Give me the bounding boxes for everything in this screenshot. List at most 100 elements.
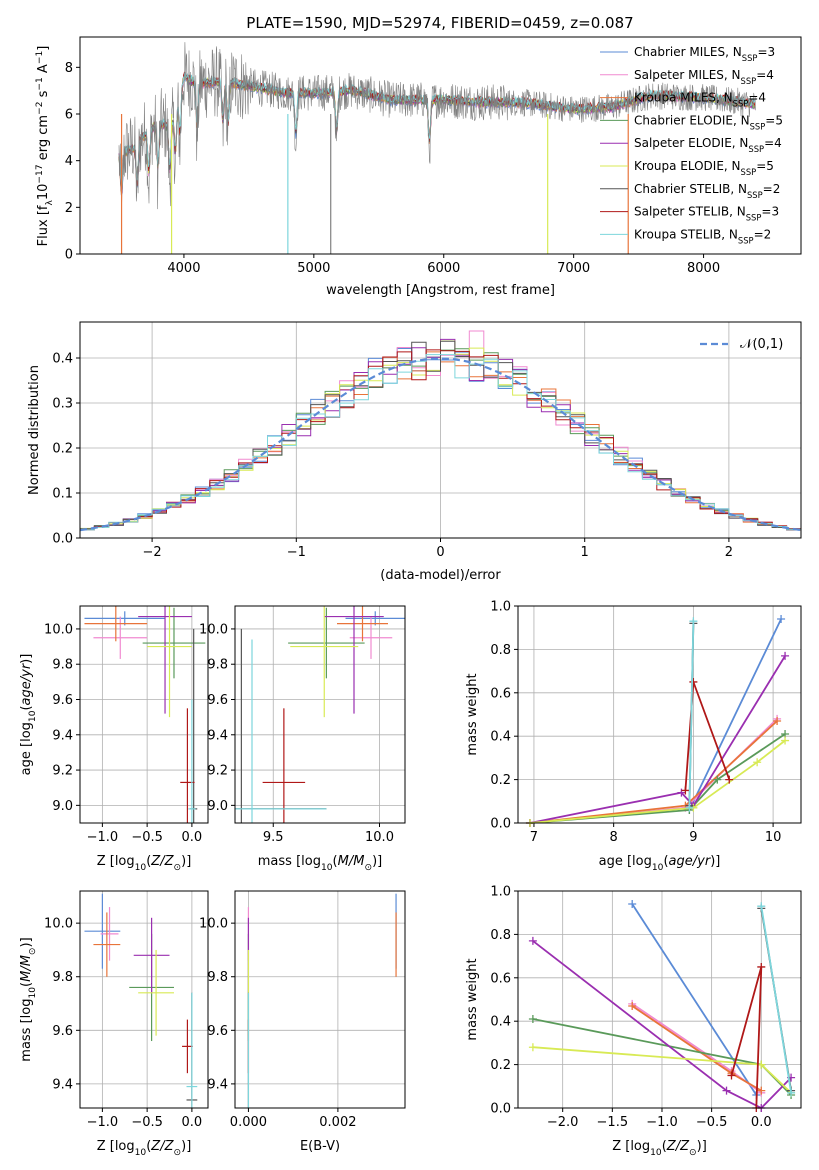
weight-marker-2-2 xyxy=(757,1086,766,1095)
y-tick-label: 9.6 xyxy=(207,1024,228,1039)
age-z-axes: −1.0 −0.5 0.0 9.0 9.2 9.4 9.6 9.8 10.0 Z [log10(Z… xyxy=(19,605,209,873)
legend-entry-6: Chabrier STELIB, NSSP=2 xyxy=(634,182,780,200)
spectrum-data-line xyxy=(118,42,756,210)
x-tick-label: 10 xyxy=(765,830,782,845)
y-tick-label: 9.8 xyxy=(207,970,228,985)
weight-age-axes-ylabel: mass weight xyxy=(465,673,480,755)
weight-line-7 xyxy=(730,966,763,1109)
legend-entry-7: Salpeter STELIB, NSSP=3 xyxy=(634,205,779,223)
mass-z-axes: −1.0 −0.5 0.0 9.4 9.6 9.8 10.0 Z [log10(Z/Z⊙)] m… xyxy=(19,890,209,1158)
axes-frame xyxy=(517,890,802,1109)
residual-ylabel: Normed distribution xyxy=(27,365,42,495)
residual-axes: −2 −1 0 1 2 0.0 0.1 0.2 0.3 0.4 (data-model)/error… xyxy=(27,321,802,583)
y-tick-label: 1.0 xyxy=(490,600,511,615)
y-tick-label: 2 xyxy=(65,201,73,216)
mass-z-axes-ylabel: mass [log10(M/M⊙)] xyxy=(19,937,38,1061)
axes-frame xyxy=(79,890,209,1109)
y-tick-label: 0.8 xyxy=(490,928,511,943)
spectrum-ylabel: Flux [fλ10−17 erg cm−2 s−1 A−1] xyxy=(35,46,55,247)
weight-marker-0-1 xyxy=(777,615,786,624)
x-tick-label: 0 xyxy=(436,545,444,560)
weight-marker-4-1 xyxy=(722,1086,731,1095)
y-tick-label: 9.4 xyxy=(207,728,228,743)
x-tick-label: 0.000 xyxy=(230,1115,267,1130)
mass-ebv-axes: 0.000 0.002 9.4 9.6 9.8 10.0 E(B-V) xyxy=(199,890,406,1154)
legend-entry-8: Kroupa STELIB, NSSP=2 xyxy=(634,227,771,245)
legend-entry-3: Chabrier ELODIE, NSSP=5 xyxy=(634,113,783,131)
weight-z-axes-ylabel: mass weight xyxy=(465,958,480,1040)
age-z-axes-ylabel: age [log10(age/yr)] xyxy=(19,654,38,776)
gaussian-legend-label: 𝒩(0,1) xyxy=(740,337,783,352)
weight-marker-3-2 xyxy=(713,775,722,784)
y-tick-label: 9.4 xyxy=(52,1077,73,1092)
weight-marker-5-3 xyxy=(781,736,790,745)
y-tick-label: 9.0 xyxy=(207,799,228,814)
weight-marker-8-0 xyxy=(757,902,766,911)
weight-marker-8-0 xyxy=(685,803,694,812)
weight-line-1 xyxy=(529,718,778,824)
residual-xlabel: (data-model)/error xyxy=(380,568,501,583)
y-tick-label: 9.8 xyxy=(52,970,73,985)
axes-frame xyxy=(79,321,802,539)
weight-marker-7-0 xyxy=(727,1071,736,1080)
y-tick-label: 0.2 xyxy=(490,1058,511,1073)
weight-marker-8-1 xyxy=(689,617,698,626)
axes-frame xyxy=(234,605,406,824)
weight-line-5 xyxy=(529,739,786,824)
x-tick-label: −2.0 xyxy=(547,1115,579,1130)
y-tick-label: 0 xyxy=(65,248,73,263)
spectrum-axes: 4000 5000 6000 7000 8000 0 2 4 6 8 wavelength [Ang… xyxy=(35,36,802,298)
x-tick-label: 9 xyxy=(689,830,697,845)
axes-frame xyxy=(517,605,802,824)
weight-marker-4-0 xyxy=(528,936,537,945)
x-tick-label: 10.0 xyxy=(365,830,394,845)
axes-frame xyxy=(234,890,406,1109)
x-tick-label: −1.0 xyxy=(646,1115,678,1130)
y-tick-label: 0.6 xyxy=(490,686,511,701)
histogram-8 xyxy=(80,354,801,531)
x-tick-label: −0.5 xyxy=(131,830,163,845)
legend-entry-0: Chabrier MILES, NSSP=3 xyxy=(634,45,775,63)
x-tick-label: 5000 xyxy=(297,261,330,276)
y-tick-label: 0.6 xyxy=(490,971,511,986)
y-tick-label: 9.0 xyxy=(52,799,73,814)
y-tick-label: 9.2 xyxy=(207,764,228,779)
y-tick-label: 10.0 xyxy=(199,622,228,637)
y-tick-label: 8 xyxy=(65,61,73,76)
figure-title: PLATE=1590, MJD=52974, FIBERID=0459, z=0… xyxy=(246,14,633,32)
weight-line-8 xyxy=(688,621,695,808)
x-tick-label: 0.0 xyxy=(182,1115,203,1130)
legend-entry-4: Salpeter ELODIE, NSSP=4 xyxy=(634,136,782,154)
x-tick-label: 1 xyxy=(581,545,589,560)
weight-line-4 xyxy=(529,655,786,824)
y-tick-label: 9.6 xyxy=(52,1024,73,1039)
x-tick-label: 4000 xyxy=(167,261,200,276)
weight-age-axes-xlabel: age [log10(age/yr)] xyxy=(599,854,721,873)
age-mass-axes: 9.5 10.0 9.0 9.2 9.4 9.6 9.8 10.0 mass [log10(M/… xyxy=(199,605,406,873)
y-tick-label: 0.2 xyxy=(52,442,73,457)
x-tick-label: 0.0 xyxy=(182,830,203,845)
x-tick-label: −1.0 xyxy=(87,830,119,845)
y-tick-label: 0.2 xyxy=(490,773,511,788)
y-tick-label: 9.2 xyxy=(52,764,73,779)
weight-marker-3-0 xyxy=(528,1015,537,1024)
axes-frame xyxy=(79,36,802,255)
x-tick-label: −1 xyxy=(287,545,306,560)
y-tick-label: 0.0 xyxy=(490,1102,511,1117)
y-tick-label: 0.4 xyxy=(490,730,511,745)
y-tick-label: 4 xyxy=(65,154,73,169)
spectrum-xlabel: wavelength [Angstrom, rest frame] xyxy=(326,283,555,298)
y-tick-label: 0.4 xyxy=(490,1015,511,1030)
y-tick-label: 9.6 xyxy=(52,693,73,708)
x-tick-label: 7 xyxy=(530,830,538,845)
x-tick-label: 9.5 xyxy=(263,830,284,845)
y-tick-label: 0.4 xyxy=(52,352,73,367)
y-tick-label: 10.0 xyxy=(44,917,73,932)
y-tick-label: 9.4 xyxy=(207,1077,228,1092)
x-tick-label: −0.5 xyxy=(131,1115,163,1130)
x-tick-label: −2 xyxy=(143,545,162,560)
weight-marker-7-1 xyxy=(689,677,698,686)
age-z-axes-xlabel: Z [log10(Z/Z⊙)] xyxy=(97,854,192,873)
mass-z-axes-xlabel: Z [log10(Z/Z⊙)] xyxy=(97,1139,192,1158)
y-tick-label: 9.8 xyxy=(52,658,73,673)
